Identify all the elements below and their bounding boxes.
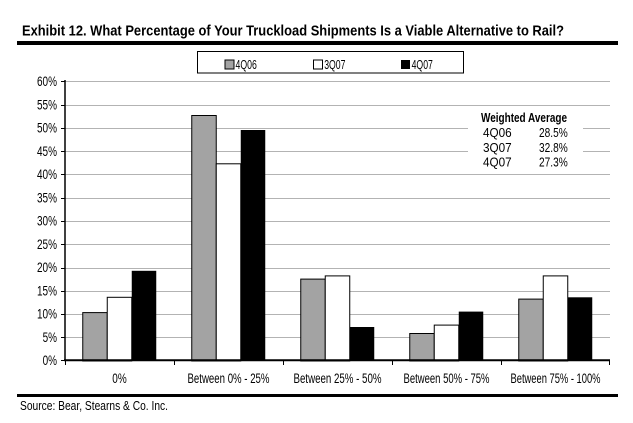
svg-text:60%: 60% [37,74,57,89]
svg-text:3Q07: 3Q07 [483,141,512,155]
svg-text:35%: 35% [37,190,57,205]
svg-text:Between 50% - 75%: Between 50% - 75% [404,371,490,386]
svg-text:30%: 30% [37,214,57,229]
svg-text:40%: 40% [37,167,57,182]
svg-text:45%: 45% [37,144,57,159]
svg-text:Between 0% - 25%: Between 0% - 25% [188,371,270,386]
svg-text:55%: 55% [37,97,57,112]
svg-text:50%: 50% [37,121,57,136]
svg-text:Between 25% - 50%: Between 25% - 50% [294,371,382,386]
svg-text:4Q07: 4Q07 [412,58,433,72]
svg-text:10%: 10% [37,307,57,322]
svg-text:Weighted Average: Weighted Average [481,111,567,125]
svg-text:Exhibit 12. What Percentage of: Exhibit 12. What Percentage of Your Truc… [22,22,564,39]
svg-text:0%: 0% [43,353,57,368]
svg-text:0%: 0% [112,371,126,386]
svg-text:3Q07: 3Q07 [324,58,345,72]
svg-text:20%: 20% [37,260,57,275]
svg-text:32.8%: 32.8% [539,141,568,155]
svg-text:27.3%: 27.3% [539,156,568,170]
svg-text:4Q06: 4Q06 [483,126,512,140]
svg-text:25%: 25% [37,237,57,252]
svg-text:28.5%: 28.5% [539,126,568,140]
svg-text:4Q07: 4Q07 [483,156,512,170]
svg-text:5%: 5% [43,330,57,345]
svg-text:15%: 15% [37,283,57,298]
svg-text:4Q06: 4Q06 [236,58,257,72]
svg-text:Source: Bear, Stearns & Co. In: Source: Bear, Stearns & Co. Inc. [20,398,168,413]
svg-text:Between 75% - 100%: Between 75% - 100% [511,371,601,386]
